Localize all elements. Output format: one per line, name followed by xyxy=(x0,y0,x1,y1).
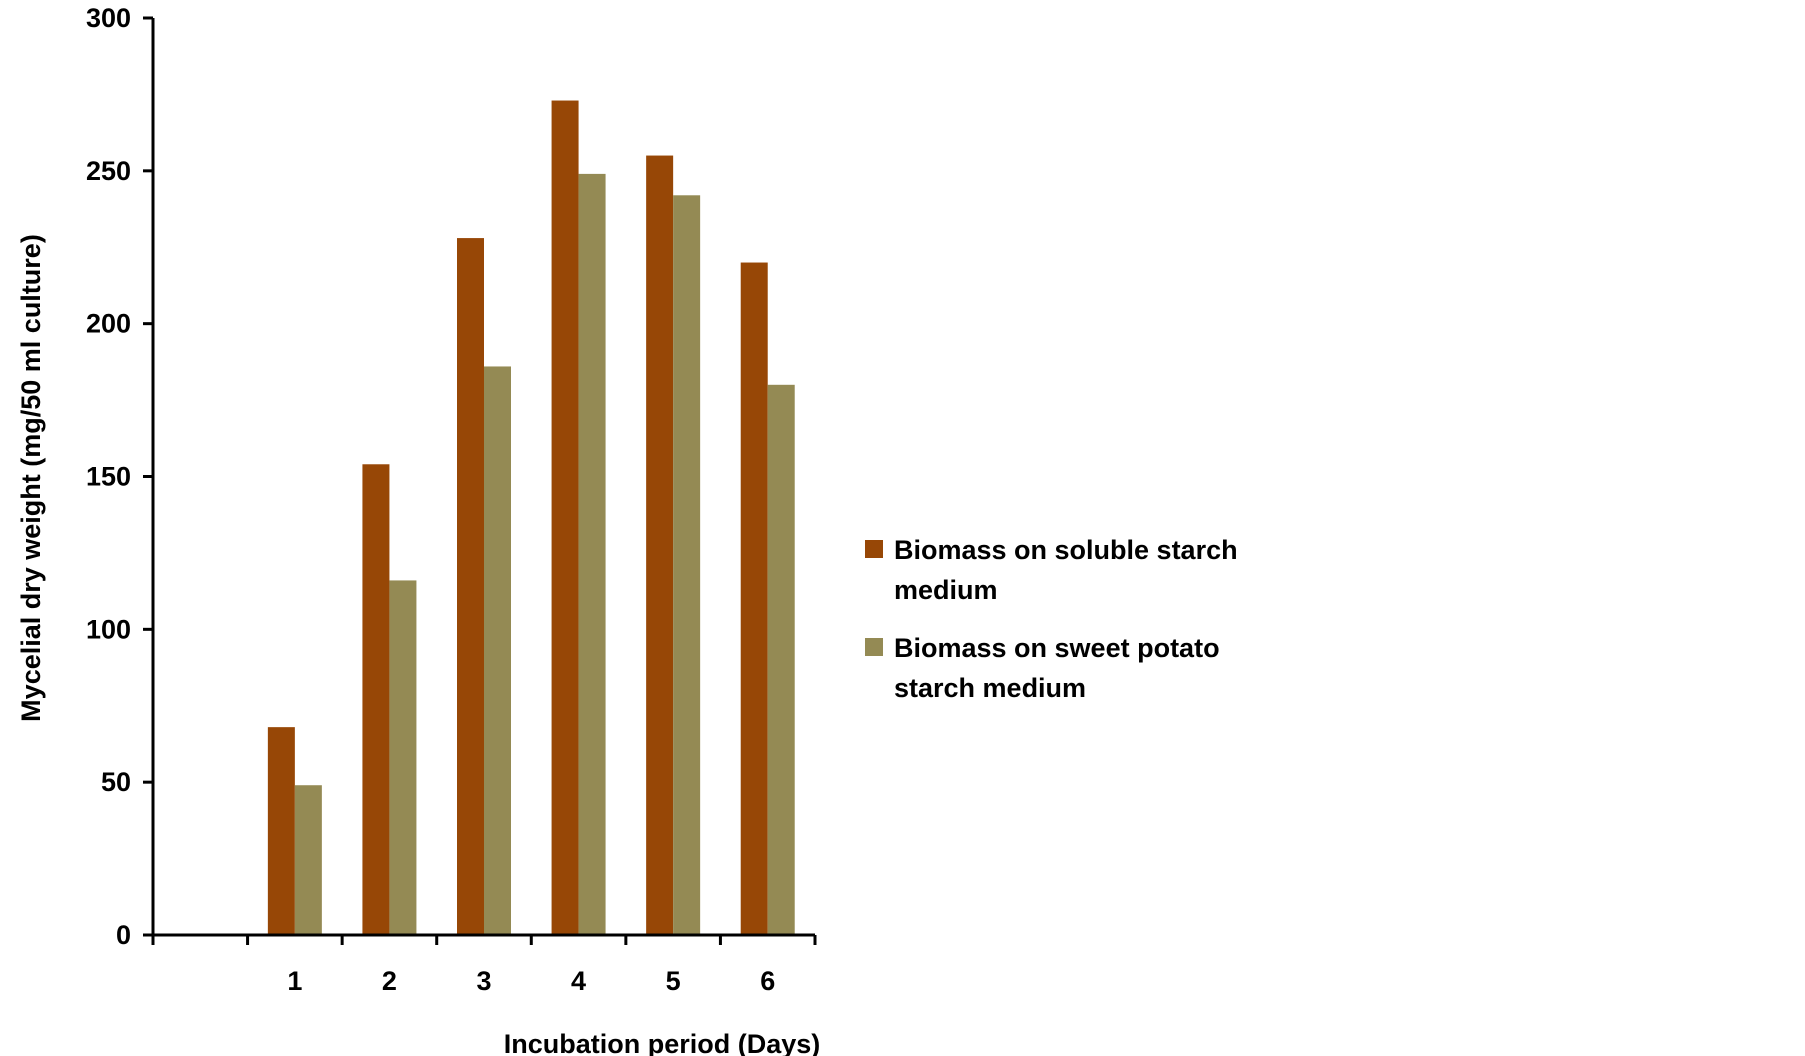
x-tick-label: 4 xyxy=(571,966,586,996)
y-tick-label: 0 xyxy=(116,920,131,950)
legend-label-1: Biomass on soluble starch xyxy=(894,535,1238,565)
y-tick-label: 250 xyxy=(86,156,131,186)
x-axis-tick-labels: 1 2 3 4 5 6 xyxy=(287,966,775,996)
bar-series-1-day-3 xyxy=(457,238,484,935)
legend-label-2: starch medium xyxy=(894,673,1086,703)
bar-series-2-day-3 xyxy=(484,366,511,936)
bar-series-2-day-1 xyxy=(294,785,322,935)
bar-series-1-day-1 xyxy=(267,727,295,935)
bar-series-2-day-4 xyxy=(578,173,606,935)
y-tick-label: 50 xyxy=(101,767,131,797)
y-tick-label: 300 xyxy=(86,3,131,33)
y-axis-ticks xyxy=(143,16,153,937)
bar-series-1-day-5 xyxy=(646,155,674,936)
bar-series-1-day-2 xyxy=(362,464,390,935)
bars xyxy=(267,100,795,936)
x-tick-label: 2 xyxy=(382,966,397,996)
bar-series-2-day-6 xyxy=(767,384,795,935)
y-tick-label: 100 xyxy=(86,614,131,644)
x-axis-title: Incubation period (Days) xyxy=(504,1029,821,1056)
bar-series-2-day-5 xyxy=(673,195,701,935)
legend-swatch-2 xyxy=(865,638,883,656)
bar-series-1-day-4 xyxy=(551,100,579,935)
y-axis-tick-labels: 0 50 100 150 200 250 300 xyxy=(86,3,131,950)
legend: Biomass on soluble starch medium Biomass o… xyxy=(865,535,1238,703)
bar-series-1-day-6 xyxy=(740,262,768,935)
legend-label-2: Biomass on sweet potato xyxy=(894,633,1220,663)
x-tick-label: 6 xyxy=(760,966,775,996)
y-tick-label: 200 xyxy=(86,309,131,339)
legend-swatch-1 xyxy=(865,540,883,558)
legend-label-1: medium xyxy=(894,575,998,605)
x-tick-label: 5 xyxy=(666,966,681,996)
x-tick-label: 3 xyxy=(476,966,491,996)
bar-series-2-day-2 xyxy=(389,580,417,935)
y-tick-label: 150 xyxy=(86,462,131,492)
x-axis-ticks xyxy=(151,935,817,945)
x-tick-label: 1 xyxy=(287,966,302,996)
y-axis-title: Mycelial dry weight (mg/50 ml culture) xyxy=(16,234,46,722)
